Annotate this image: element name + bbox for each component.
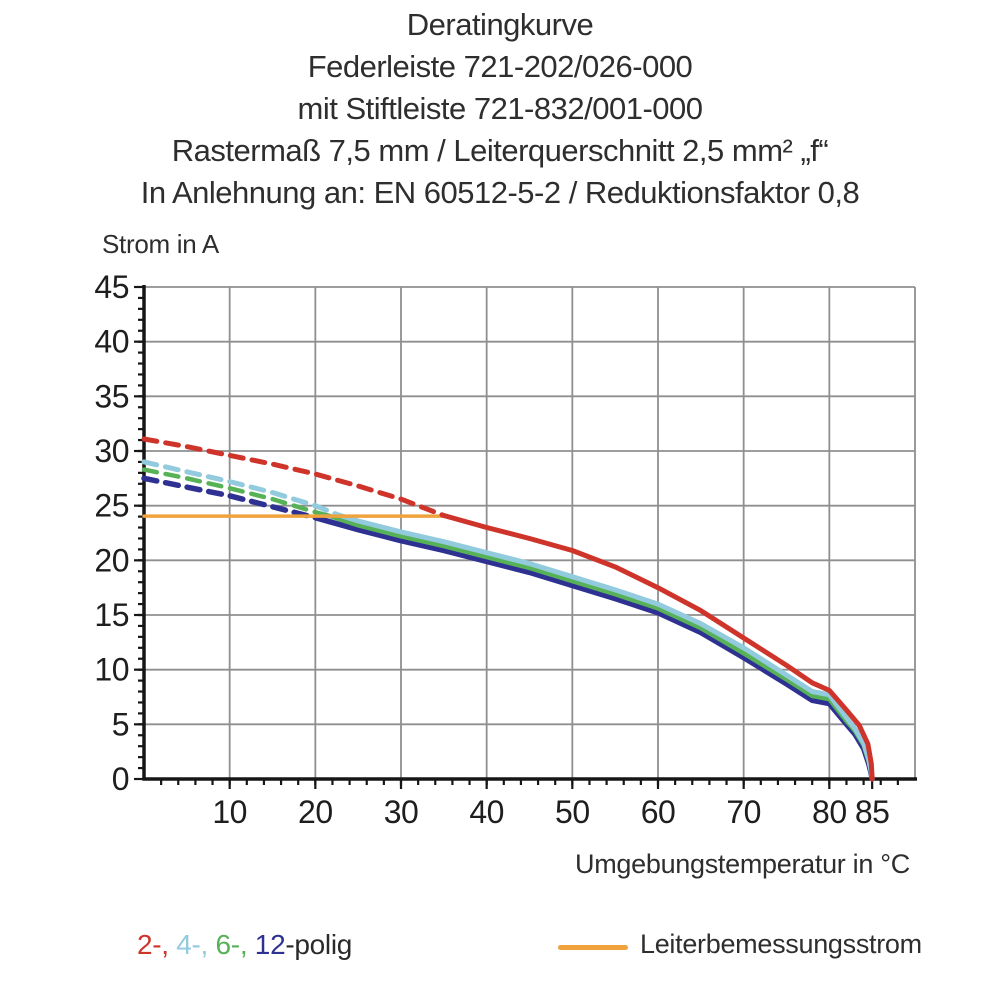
title-line-5: In Anlehnung an: EN 60512-5-2 / Reduktio…: [140, 175, 860, 210]
svg-text:25: 25: [94, 488, 129, 524]
svg-text:45: 45: [94, 270, 129, 305]
svg-text:40: 40: [469, 794, 504, 830]
title-line-2: Federleiste 721-202/026-000: [307, 49, 693, 84]
y-tick-labels: 0 5 10 15 20 25 30 35 40 45: [94, 270, 129, 797]
svg-text:10: 10: [94, 652, 129, 688]
rated-current-line-swatch: [558, 945, 628, 950]
svg-text:35: 35: [94, 378, 129, 414]
series-2-polig: [141, 436, 875, 782]
svg-text:10: 10: [212, 794, 247, 830]
x-axis-title: Umgebungstemperatur in °C: [575, 849, 910, 879]
svg-text:70: 70: [726, 794, 761, 830]
legend-pole-part: 6-,: [208, 929, 248, 960]
svg-text:30: 30: [384, 794, 419, 830]
title-line-4: Rastermaß 7,5 mm / Leiterquerschnitt 2,5…: [171, 133, 829, 168]
y-axis-title: Strom in A: [102, 229, 219, 259]
svg-text:30: 30: [94, 433, 129, 469]
svg-text:5: 5: [112, 706, 129, 742]
tick-marks: [134, 285, 899, 789]
svg-text:50: 50: [555, 794, 590, 830]
svg-text:0: 0: [112, 761, 129, 797]
svg-text:80: 80: [812, 794, 847, 830]
x-tick-labels: 10 20 30 40 50 60 70 80 85: [212, 794, 890, 830]
axes: [142, 285, 917, 781]
svg-text:40: 40: [94, 324, 129, 360]
legend-pole-part: 12: [247, 929, 286, 960]
svg-text:60: 60: [641, 794, 676, 830]
grid-lines: [144, 286, 916, 779]
rated-current-label: Leiterbemessungsstrom: [640, 929, 922, 959]
title-line-3: mit Stiftleiste 721-832/001-000: [297, 91, 703, 126]
svg-text:20: 20: [298, 794, 333, 830]
svg-text:15: 15: [94, 597, 129, 633]
series-12-polig: [141, 475, 875, 782]
chart-title-block: Deratingkurve Federleiste 721-202/026-00…: [0, 4, 1000, 214]
title-line-1: Deratingkurve: [406, 7, 594, 42]
legend-pole-part: 2-,: [137, 929, 169, 960]
derating-chart-canvas: 10 20 30 40 50 60 70 80 85 0 5 10 15 20 25 30 35 40 45: [94, 270, 917, 830]
svg-text:20: 20: [94, 542, 129, 578]
legend-poles: 2-, 4-, 6-, 12-polig: [137, 929, 352, 961]
svg-text:85: 85: [855, 794, 890, 830]
legend-pole-part: -polig: [285, 929, 353, 960]
legend-pole-part: 4-,: [168, 929, 209, 960]
series-4-polig: [141, 459, 875, 782]
